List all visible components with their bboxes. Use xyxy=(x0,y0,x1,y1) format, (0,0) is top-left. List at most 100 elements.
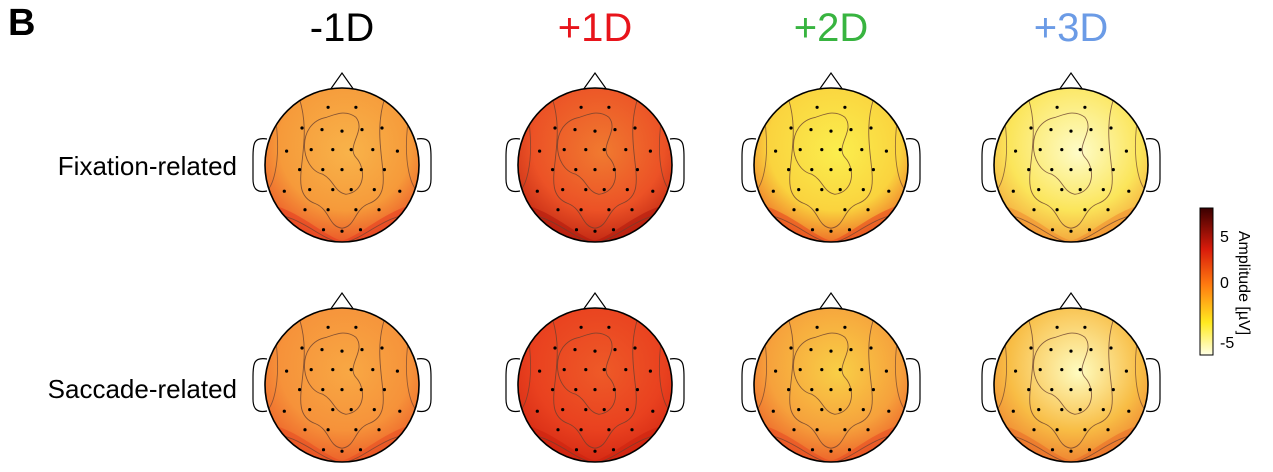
electrode-dot xyxy=(371,148,375,152)
electrode-dot xyxy=(866,208,870,212)
electrode-dot xyxy=(1055,105,1059,109)
electrode-dot xyxy=(300,346,304,350)
electrode-dot xyxy=(787,168,791,172)
electrode-dot xyxy=(1060,148,1064,152)
electrode-dot xyxy=(1087,448,1092,452)
electrode-dot xyxy=(359,168,363,172)
electrode-dot xyxy=(579,105,583,109)
electrode-dot xyxy=(303,428,307,432)
electrode-dot xyxy=(1088,168,1092,172)
electrode-dot xyxy=(797,188,801,192)
head-outline xyxy=(264,87,420,243)
electrode-dot xyxy=(326,428,330,432)
electrode-dot xyxy=(331,188,335,192)
electrode-dot xyxy=(321,388,325,392)
electrode-dot xyxy=(1029,346,1033,350)
electrode-dot xyxy=(535,189,539,193)
electrode-dot xyxy=(1106,428,1110,432)
topomap xyxy=(505,71,685,243)
electrode-dot xyxy=(561,408,565,412)
head-scalp xyxy=(754,308,908,462)
electrode-dot xyxy=(1127,189,1131,193)
topomap xyxy=(981,291,1161,463)
electrode-dot xyxy=(380,126,384,130)
electrode-dot xyxy=(1011,189,1015,193)
electrode-dot xyxy=(1014,149,1018,153)
electrode-dot xyxy=(282,409,286,413)
topomap xyxy=(505,291,685,463)
electrode-dot xyxy=(285,149,289,153)
head-ear-left xyxy=(981,358,997,413)
electrode-dot xyxy=(298,388,302,392)
electrode-dot xyxy=(593,449,597,453)
electrode-dot xyxy=(349,148,353,152)
electrode-dot xyxy=(574,228,579,232)
electrode-dot xyxy=(1078,188,1082,192)
electrode-dot xyxy=(1089,128,1093,132)
electrode-dot xyxy=(602,188,606,192)
electrode-dot xyxy=(573,128,577,132)
electrode-dot xyxy=(1038,148,1042,152)
head-ear-left xyxy=(505,138,521,193)
head-ear-right xyxy=(905,358,921,413)
electrode-dot xyxy=(340,388,344,392)
electrode-dot xyxy=(320,128,324,132)
electrode-dot xyxy=(611,448,616,452)
electrode-dot xyxy=(843,325,847,329)
electrode-dot xyxy=(624,368,628,372)
colorbar-tick-minus-5: -5 xyxy=(1220,335,1235,352)
electrode-dot xyxy=(612,168,616,172)
column-header-plus-2d: +2D xyxy=(793,6,869,50)
head-ear-right xyxy=(1145,358,1161,413)
electrode-dot xyxy=(282,189,286,193)
electrode-dot xyxy=(331,148,335,152)
electrode-dot xyxy=(829,449,833,453)
electrode-dot xyxy=(860,368,864,372)
electrode-dot xyxy=(1087,228,1092,232)
electrode-dot xyxy=(340,449,344,453)
electrode-dot xyxy=(607,208,611,212)
electrode-dot xyxy=(372,188,376,192)
electrode-dot xyxy=(887,189,891,193)
electrode-dot xyxy=(340,349,344,353)
electrode-dot xyxy=(1029,126,1033,130)
electrode-dot xyxy=(398,409,402,413)
head-nose xyxy=(329,291,355,311)
electrode-dot xyxy=(340,229,344,233)
electrode-dot xyxy=(771,409,775,413)
electrode-dot xyxy=(1032,208,1036,212)
electrode-dot xyxy=(574,388,578,392)
electrode-dot xyxy=(1078,148,1082,152)
electrode-dot xyxy=(584,188,588,192)
electrode-dot xyxy=(349,368,353,372)
head-nose xyxy=(329,71,355,91)
colorbar-title: Amplitude [µV] xyxy=(1235,230,1252,336)
head-scalp xyxy=(518,88,672,242)
electrode-dot xyxy=(838,148,842,152)
electrode-dot xyxy=(584,368,588,372)
electrode-dot xyxy=(625,188,629,192)
electrode-dot xyxy=(884,369,889,373)
electrode-dot xyxy=(792,428,796,432)
electrode-dot xyxy=(635,388,640,392)
electrode-dot xyxy=(843,428,847,432)
electrode-dot xyxy=(887,409,891,413)
electrode-dot xyxy=(1037,188,1041,192)
electrode-dot xyxy=(556,428,560,432)
electrode-dot xyxy=(815,325,819,329)
electrode-dot xyxy=(553,126,557,130)
electrode-dot xyxy=(1127,409,1131,413)
electrode-dot xyxy=(602,368,606,372)
electrode-dot xyxy=(633,346,637,350)
electrode-dot xyxy=(303,208,307,212)
electrode-dot xyxy=(551,388,555,392)
topomap xyxy=(741,71,921,243)
electrode-dot xyxy=(815,105,819,109)
electrode-dot xyxy=(630,428,634,432)
electrode-dot xyxy=(360,128,364,132)
head-outline xyxy=(517,307,673,463)
electrode-dot xyxy=(849,348,853,352)
electrode-dot xyxy=(849,128,853,132)
electrode-dot xyxy=(1083,208,1087,212)
